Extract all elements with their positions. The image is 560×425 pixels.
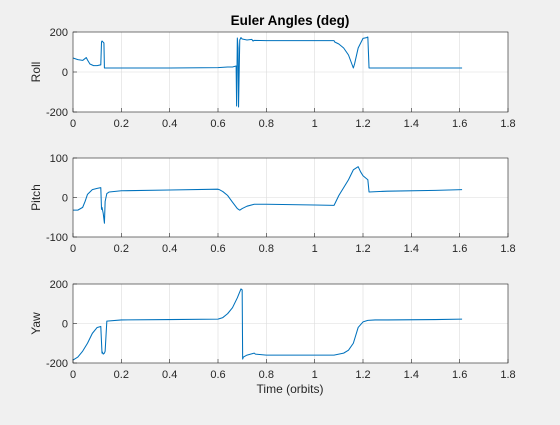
pitch-x-tick-label: 0.8 xyxy=(259,243,274,255)
pitch-y-tick-label: -100 xyxy=(46,232,68,244)
yaw-x-tick-label: 0.8 xyxy=(259,369,274,381)
yaw-y-tick-label: 200 xyxy=(50,279,68,291)
yaw-y-tick-label: 0 xyxy=(62,319,68,331)
roll-x-tick-label: 0.4 xyxy=(162,118,177,130)
x-axis-label: Time (orbits) xyxy=(257,382,324,396)
roll-x-tick-label: 1.2 xyxy=(355,118,370,130)
yaw-x-tick-label: 1.8 xyxy=(500,369,515,381)
roll-x-tick-label: 1 xyxy=(312,118,318,130)
pitch-x-tick-label: 1 xyxy=(312,243,318,255)
roll-y-tick-label: 200 xyxy=(50,27,68,39)
yaw-x-tick-label: 0 xyxy=(70,369,76,381)
roll-x-tick-label: 0.2 xyxy=(114,118,129,130)
pitch-y-tick-label: 0 xyxy=(62,193,68,205)
figure-title: Euler Angles (deg) xyxy=(231,13,350,28)
roll-x-tick-label: 0.8 xyxy=(259,118,274,130)
pitch-x-tick-label: 1.2 xyxy=(355,243,370,255)
pitch-x-tick-label: 1.4 xyxy=(404,243,419,255)
pitch-y-tick-label: 100 xyxy=(50,153,68,165)
roll-y-tick-label: 0 xyxy=(62,67,68,79)
roll-x-tick-label: 0 xyxy=(70,118,76,130)
pitch-x-tick-label: 0.4 xyxy=(162,243,177,255)
roll-x-tick-label: 1.8 xyxy=(500,118,515,130)
yaw-x-tick-label: 1.4 xyxy=(404,369,419,381)
roll-x-tick-label: 1.6 xyxy=(452,118,467,130)
roll-y-axis-label: Roll xyxy=(29,62,43,83)
yaw-y-axis-label: Yaw xyxy=(29,312,43,335)
yaw-x-tick-label: 0.6 xyxy=(210,369,225,381)
roll-y-tick-label: -200 xyxy=(46,107,68,119)
pitch-y-axis-label: Pitch xyxy=(29,184,43,211)
yaw-x-tick-label: 1.6 xyxy=(452,369,467,381)
pitch-x-tick-label: 1.6 xyxy=(452,243,467,255)
yaw-x-tick-label: 1.2 xyxy=(355,369,370,381)
yaw-x-tick-label: 0.2 xyxy=(114,369,129,381)
yaw-y-tick-label: -200 xyxy=(46,358,68,370)
yaw-x-tick-label: 1 xyxy=(312,369,318,381)
yaw-x-tick-label: 0.4 xyxy=(162,369,177,381)
roll-x-tick-label: 1.4 xyxy=(404,118,419,130)
pitch-x-tick-label: 1.8 xyxy=(500,243,515,255)
pitch-x-tick-label: 0.6 xyxy=(210,243,225,255)
roll-x-tick-label: 0.6 xyxy=(210,118,225,130)
pitch-x-tick-label: 0.2 xyxy=(114,243,129,255)
pitch-x-tick-label: 0 xyxy=(70,243,76,255)
